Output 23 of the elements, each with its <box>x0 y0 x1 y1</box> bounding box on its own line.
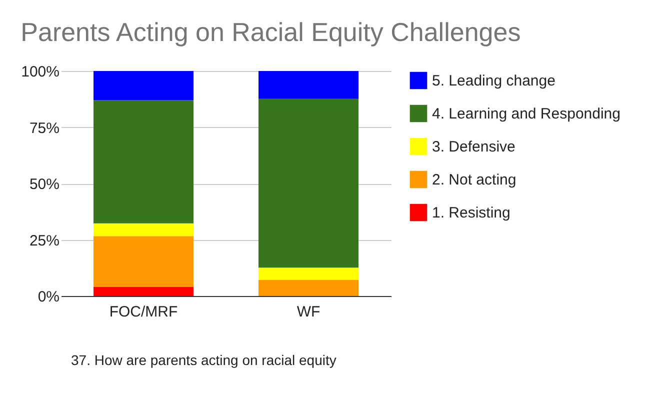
bar <box>94 100 194 224</box>
text: 37. How are parents acting on racial equity <box>71 352 336 368</box>
y-tick-label: 100% <box>21 64 60 80</box>
bar <box>94 286 194 296</box>
y-tick-label: 25% <box>29 232 60 250</box>
legend-label: 3. Defensive <box>432 138 516 156</box>
bar <box>258 268 358 280</box>
x-tick-label: FOC/MRF <box>109 304 178 320</box>
legend-label: 1. Resisting <box>432 204 510 222</box>
bar <box>258 98 358 268</box>
legend-label: 5. Leading change <box>432 72 556 90</box>
y-tick-label: 0% <box>38 288 60 306</box>
bar <box>94 71 194 100</box>
chart-title: Parents Acting on Racial Equity Challenges <box>20 17 521 47</box>
bar <box>94 223 194 236</box>
bar <box>94 236 194 287</box>
bar <box>258 280 358 296</box>
x-tick-label: WF <box>296 304 320 320</box>
legend-label: 4. Learning and Responding <box>432 106 620 122</box>
y-tick-label: 75% <box>29 120 60 137</box>
y-tick-label: 50% <box>29 176 60 193</box>
legend-label: 2. Not acting <box>432 172 516 188</box>
bar <box>258 71 358 99</box>
